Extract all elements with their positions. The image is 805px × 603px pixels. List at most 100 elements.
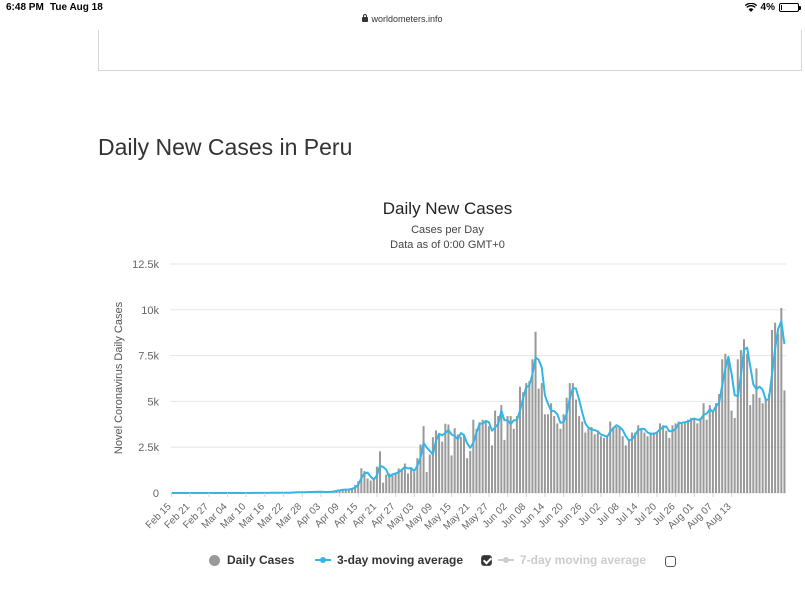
bar[interactable] xyxy=(770,329,774,493)
bar[interactable] xyxy=(431,437,434,493)
bar[interactable] xyxy=(472,419,475,493)
bar[interactable] xyxy=(525,383,528,493)
bar[interactable] xyxy=(578,416,581,493)
bar[interactable] xyxy=(363,471,366,493)
bar[interactable] xyxy=(540,383,543,493)
bar[interactable] xyxy=(478,422,481,493)
bar[interactable] xyxy=(388,473,391,493)
bar[interactable] xyxy=(733,417,736,493)
bar[interactable] xyxy=(490,445,494,493)
bar[interactable] xyxy=(515,416,518,493)
bar[interactable] xyxy=(450,455,453,493)
bar[interactable] xyxy=(724,353,727,493)
bar[interactable] xyxy=(503,439,506,493)
avg7-checkbox[interactable] xyxy=(665,556,676,567)
bar[interactable] xyxy=(419,444,422,493)
bar[interactable] xyxy=(481,419,484,493)
bar[interactable] xyxy=(749,405,752,493)
bar[interactable] xyxy=(761,403,764,493)
bar[interactable] xyxy=(780,307,783,493)
bar[interactable] xyxy=(649,432,652,493)
bar[interactable] xyxy=(518,386,522,493)
bar[interactable] xyxy=(606,436,609,493)
bar[interactable] xyxy=(537,388,540,493)
bar[interactable] xyxy=(736,359,739,493)
bar[interactable] xyxy=(714,403,718,493)
bar[interactable] xyxy=(394,472,397,493)
legend-7day-average[interactable]: 7-day moving average xyxy=(498,553,646,567)
bar[interactable] xyxy=(584,432,587,493)
bar[interactable] xyxy=(634,432,637,493)
bar[interactable] xyxy=(708,405,711,493)
bar[interactable] xyxy=(357,481,360,493)
bar[interactable] xyxy=(391,475,394,493)
bar[interactable] xyxy=(774,322,777,493)
bar[interactable] xyxy=(609,421,612,493)
bar[interactable] xyxy=(385,474,388,493)
bar[interactable] xyxy=(428,454,431,493)
bar[interactable] xyxy=(444,423,447,493)
bar[interactable] xyxy=(705,419,708,493)
bar[interactable] xyxy=(671,425,674,493)
bar[interactable] xyxy=(739,350,742,493)
bar[interactable] xyxy=(509,416,512,493)
bar[interactable] xyxy=(721,359,724,493)
bar[interactable] xyxy=(568,383,571,493)
bar[interactable] xyxy=(730,410,733,493)
bar[interactable] xyxy=(462,434,466,493)
bar[interactable] xyxy=(764,399,767,493)
bar[interactable] xyxy=(696,423,699,493)
bar[interactable] xyxy=(441,441,444,493)
bar[interactable] xyxy=(590,427,593,493)
bar[interactable] xyxy=(406,473,410,493)
bar[interactable] xyxy=(528,381,531,493)
bar[interactable] xyxy=(543,414,546,493)
avg3-checkbox[interactable] xyxy=(481,555,492,566)
bar[interactable] xyxy=(752,394,755,493)
bar[interactable] xyxy=(683,421,686,493)
bar[interactable] xyxy=(416,458,419,493)
bar[interactable] xyxy=(487,426,490,493)
bar[interactable] xyxy=(643,432,646,493)
bar[interactable] xyxy=(581,421,584,493)
bar[interactable] xyxy=(624,445,627,493)
legend-3day-average[interactable]: 3-day moving average xyxy=(315,553,463,567)
bar[interactable] xyxy=(755,368,758,493)
bar[interactable] xyxy=(646,436,649,493)
bar[interactable] xyxy=(662,425,665,493)
bar[interactable] xyxy=(375,466,378,493)
bar[interactable] xyxy=(702,403,705,493)
bar[interactable] xyxy=(484,420,487,493)
bar[interactable] xyxy=(422,426,425,493)
bar[interactable] xyxy=(397,468,400,493)
bar[interactable] xyxy=(693,417,696,493)
bar[interactable] xyxy=(640,428,643,493)
bar[interactable] xyxy=(571,383,574,493)
bar[interactable] xyxy=(559,428,562,493)
bar[interactable] xyxy=(618,427,621,493)
bar[interactable] xyxy=(658,423,662,493)
bar[interactable] xyxy=(587,428,590,493)
bar[interactable] xyxy=(456,434,459,493)
bar[interactable] xyxy=(758,397,761,493)
avg3-line[interactable] xyxy=(171,320,786,494)
bar[interactable] xyxy=(674,423,677,493)
url-bar[interactable]: worldometers.info xyxy=(0,14,805,28)
bar[interactable] xyxy=(372,479,375,493)
bar[interactable] xyxy=(742,339,746,493)
bar[interactable] xyxy=(630,432,634,493)
bar[interactable] xyxy=(686,419,690,493)
bar[interactable] xyxy=(767,394,770,493)
bar[interactable] xyxy=(347,489,350,493)
bar[interactable] xyxy=(425,471,428,493)
bar[interactable] xyxy=(354,485,357,493)
bar[interactable] xyxy=(500,405,503,493)
bar[interactable] xyxy=(512,428,515,493)
bar[interactable] xyxy=(344,489,347,493)
bar[interactable] xyxy=(711,410,714,493)
bar[interactable] xyxy=(718,394,721,493)
bar[interactable] xyxy=(655,432,658,493)
bar[interactable] xyxy=(360,468,363,493)
bar[interactable] xyxy=(434,430,438,493)
bar[interactable] xyxy=(599,436,602,493)
